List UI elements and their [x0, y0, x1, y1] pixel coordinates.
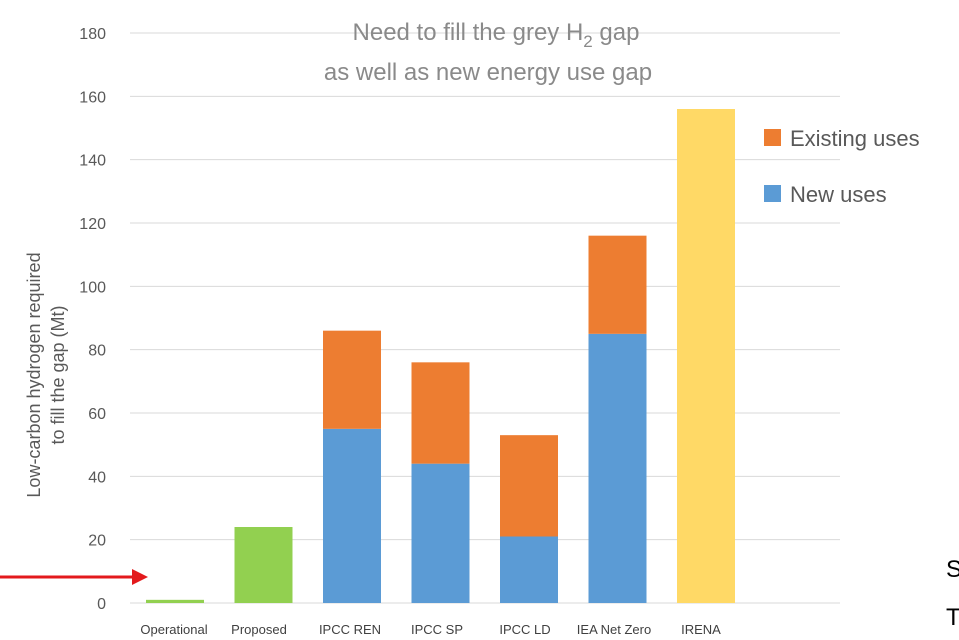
- x-category-label: Operational: [140, 622, 207, 637]
- legend: Existing uses New uses: [764, 126, 920, 207]
- y-tick-label: 160: [79, 89, 106, 106]
- side-text-1: S: [946, 556, 959, 583]
- y-tick-label: 120: [79, 216, 106, 233]
- x-category-label: IRENA: [681, 622, 721, 637]
- y-axis-title-line-2: to fill the gap (Mt): [48, 305, 68, 444]
- y-axis-ticks: 0 20 40 60 80 100 120 140 160 180: [79, 26, 106, 613]
- bar-segment: [146, 599, 204, 603]
- y-axis-title-line-1: Low-carbon hydrogen required: [24, 252, 44, 497]
- bar-segment: [500, 435, 558, 537]
- arrow-head: [132, 569, 148, 585]
- legend-label: Existing uses: [790, 126, 920, 151]
- legend-swatch: [764, 185, 781, 202]
- chart-title-line-2: as well as new energy use gap: [324, 59, 652, 86]
- bar-segment: [323, 428, 381, 603]
- y-tick-label: 100: [79, 279, 106, 296]
- x-category-label: Proposed: [231, 622, 287, 637]
- bar-segment: [411, 362, 470, 464]
- y-tick-label: 20: [88, 533, 106, 550]
- bar-segment: [323, 330, 381, 429]
- bar-segment: [411, 463, 470, 603]
- y-tick-label: 0: [97, 596, 106, 613]
- bar-segment: [588, 235, 647, 334]
- bar-segment: [234, 527, 293, 603]
- y-tick-label: 60: [88, 406, 106, 423]
- x-category-label: IPCC LD: [499, 622, 550, 637]
- legend-label: New uses: [790, 182, 887, 207]
- legend-swatch: [764, 129, 781, 146]
- x-axis-categories: Operational Proposed IPCC REN IPCC SP IPCC L…: [140, 622, 721, 637]
- y-tick-label: 180: [79, 26, 106, 43]
- bars: [146, 109, 735, 603]
- annotation-arrow: [0, 569, 148, 585]
- y-tick-label: 140: [79, 153, 106, 170]
- chart-title-line-1: Need to fill the grey H2 gap: [353, 19, 640, 51]
- x-category-label: IPCC REN: [319, 622, 381, 637]
- bar-segment: [500, 536, 558, 603]
- x-category-label: IEA Net Zero: [577, 622, 651, 637]
- y-tick-label: 80: [88, 343, 106, 360]
- bar-segment: [677, 109, 735, 603]
- bar-segment: [588, 333, 647, 603]
- x-category-label: IPCC SP: [411, 622, 463, 637]
- side-text-2: T: [946, 604, 959, 631]
- y-tick-label: 40: [88, 469, 106, 486]
